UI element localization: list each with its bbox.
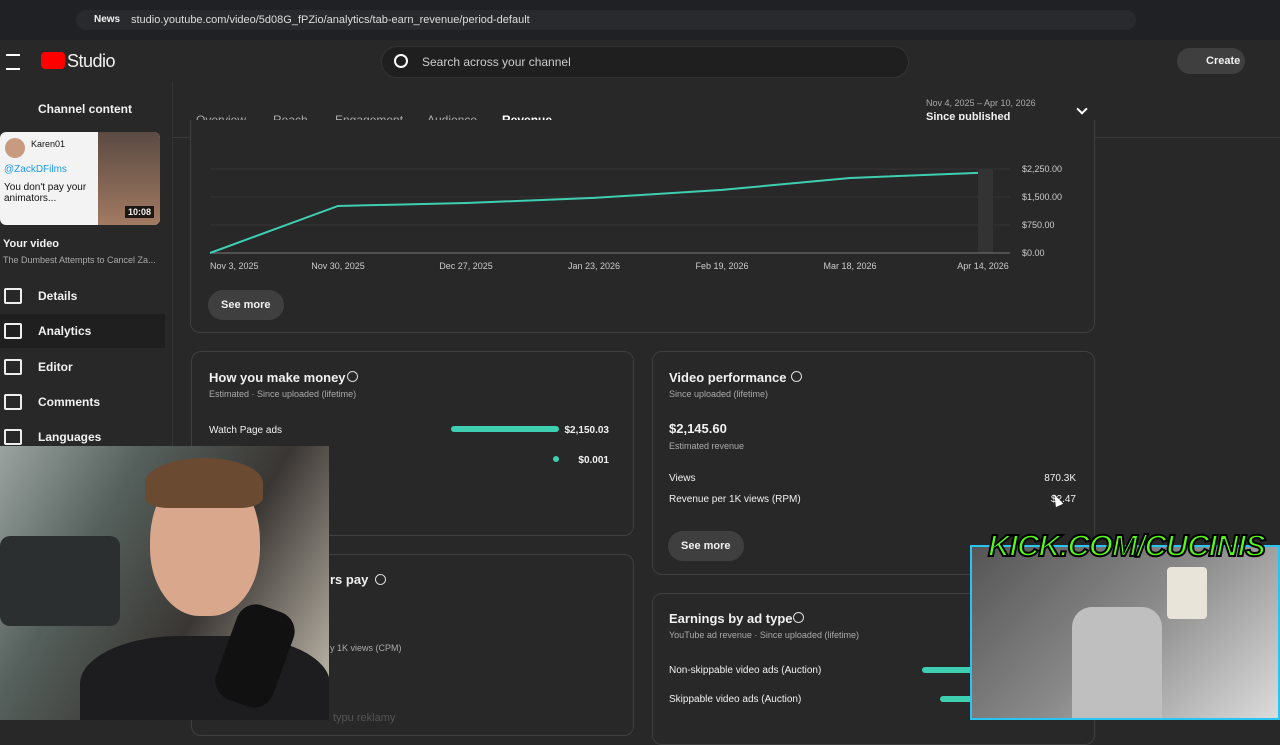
thumb-user: Karen01 <box>31 139 66 149</box>
row-value: $2,150.03 <box>565 425 610 436</box>
ad-type-bar <box>940 696 982 702</box>
y-tick-label: $1,500.00 <box>1022 192 1062 202</box>
nav-icon <box>4 358 22 375</box>
search-icon <box>394 54 408 68</box>
nav-item[interactable]: Editor <box>0 350 165 384</box>
nav-list: Details Analytics Editor Comments Languages <box>0 279 172 459</box>
revenue-bar <box>553 456 559 462</box>
revenue-chart: $0.00 $750.00 $1,500.00 $2,250.00 Nov 3, 202… <box>209 164 1062 271</box>
x-tick-label: Jan 23, 2026 <box>568 261 620 271</box>
create-button[interactable] <box>1177 48 1245 74</box>
chart-card <box>190 120 1095 333</box>
card-title: Video performance <box>669 370 787 385</box>
nav-item[interactable]: Details <box>0 279 165 313</box>
thumb-caption: You don't pay your animators... <box>4 182 87 204</box>
y-tick-label: $750.00 <box>1022 220 1055 230</box>
see-more-button[interactable]: See more <box>208 290 284 320</box>
webcam-shirt <box>80 636 329 720</box>
ad-type-bar <box>922 667 982 673</box>
card-subtitle: Estimated · Since uploaded (lifetime) <box>209 389 357 399</box>
x-tick-label: Mar 18, 2026 <box>823 261 876 271</box>
x-tick-label: Feb 19, 2026 <box>695 261 748 271</box>
chair <box>1072 607 1162 718</box>
poster <box>1167 567 1207 619</box>
footer-fragment: typu reklamy <box>333 712 396 724</box>
metric-label: Views <box>669 473 696 484</box>
metric-label: Revenue per 1K views (RPM) <box>669 493 801 505</box>
nav-label[interactable]: Analytics <box>38 324 92 339</box>
nav-icon <box>4 288 22 304</box>
browser-bar: News studio.youtube.com/video/5d08G_fPZi… <box>0 0 1280 40</box>
bookmark[interactable]: News <box>94 14 121 25</box>
header: Studio Search across your channel Create <box>0 40 1280 82</box>
webcam-couch <box>0 536 120 626</box>
y-tick-label: $0.00 <box>1022 248 1045 258</box>
nav-icon <box>4 393 22 410</box>
x-tick-label: Dec 27, 2025 <box>439 261 493 271</box>
nav-label[interactable]: Comments <box>38 394 101 409</box>
duration: 10:08 <box>125 206 155 218</box>
video-title: The Dumbest Attempts to Cancel Za... <box>3 255 156 265</box>
nav-item[interactable]: Comments <box>0 385 165 419</box>
camera-overlay <box>970 545 1280 720</box>
sidebar: Channel content Karen01 @ZackDFilms You … <box>0 82 173 720</box>
revenue-total: $2,145.60 <box>669 421 727 436</box>
url[interactable]: studio.youtube.com/video/5d08G_fPZio/ana… <box>131 14 530 26</box>
info-icon[interactable] <box>793 612 804 623</box>
address-bar[interactable] <box>76 10 1136 30</box>
nav-label[interactable]: Details <box>38 289 78 303</box>
x-tick-label: Nov 30, 2025 <box>311 261 365 271</box>
avatar <box>5 138 25 158</box>
money-bars: Watch Page ads $2,150.03 $0.001 <box>209 425 610 466</box>
nav-item[interactable]: Languages <box>0 420 165 454</box>
info-icon[interactable] <box>791 371 802 382</box>
logo-icon[interactable] <box>41 52 65 69</box>
nav-icon <box>4 323 22 340</box>
see-more-button[interactable]: See more <box>668 531 744 561</box>
date-range[interactable]: Nov 4, 2025 – Apr 10, 2026 <box>926 98 1036 108</box>
x-tick-label: Apr 14, 2026 <box>957 261 1009 271</box>
revenue-bar <box>451 426 559 432</box>
kick-link[interactable]: KICK.COM/CUCINIS <box>987 527 1267 564</box>
ad-type-label: Non-skippable video ads (Auction) <box>669 665 822 676</box>
metric-fragment: y 1K views (CPM) <box>330 643 402 653</box>
webcam-hair <box>145 458 263 508</box>
today-band <box>978 169 993 253</box>
search-box[interactable] <box>381 46 909 78</box>
metric-value: $2.47 <box>1050 493 1076 505</box>
video-thumbnail[interactable]: Karen01 @ZackDFilms You don't pay your a… <box>0 132 160 225</box>
nav-label[interactable]: Languages <box>38 430 102 445</box>
thumb-mention: @ZackDFilms <box>4 164 67 175</box>
menu-icon[interactable] <box>6 54 20 70</box>
x-tick-label: Nov 3, 2025 <box>210 261 259 271</box>
card-title: How you make money <box>209 370 346 385</box>
search-placeholder: Search across your channel <box>422 55 571 69</box>
revenue-caption: Estimated revenue <box>669 441 745 451</box>
webcam-overlay <box>0 446 329 720</box>
back-link[interactable]: Channel content <box>38 102 133 116</box>
card-subtitle: Since uploaded (lifetime) <box>669 389 769 399</box>
card-title: Earnings by ad type <box>669 611 793 626</box>
ad-type-label: Skippable video ads (Auction) <box>669 694 802 705</box>
nav-label[interactable]: Editor <box>38 359 73 374</box>
create-label[interactable]: Create <box>1206 55 1241 67</box>
logo[interactable]: Studio <box>67 51 116 71</box>
nav-item[interactable]: Analytics <box>0 314 165 349</box>
card-subtitle: YouTube ad revenue · Since uploaded (lif… <box>669 630 859 640</box>
revenue-line <box>209 171 979 254</box>
nav-icon <box>4 429 22 446</box>
card-title-fragment: rs pay <box>330 572 369 587</box>
row-label: Watch Page ads <box>209 425 282 436</box>
info-icon[interactable] <box>375 574 386 585</box>
section-label: Your video <box>3 238 60 250</box>
info-icon[interactable] <box>347 371 358 382</box>
y-tick-label: $2,250.00 <box>1022 164 1062 174</box>
row-value: $0.001 <box>578 455 609 466</box>
metric-value: 870.3K <box>1044 473 1076 484</box>
